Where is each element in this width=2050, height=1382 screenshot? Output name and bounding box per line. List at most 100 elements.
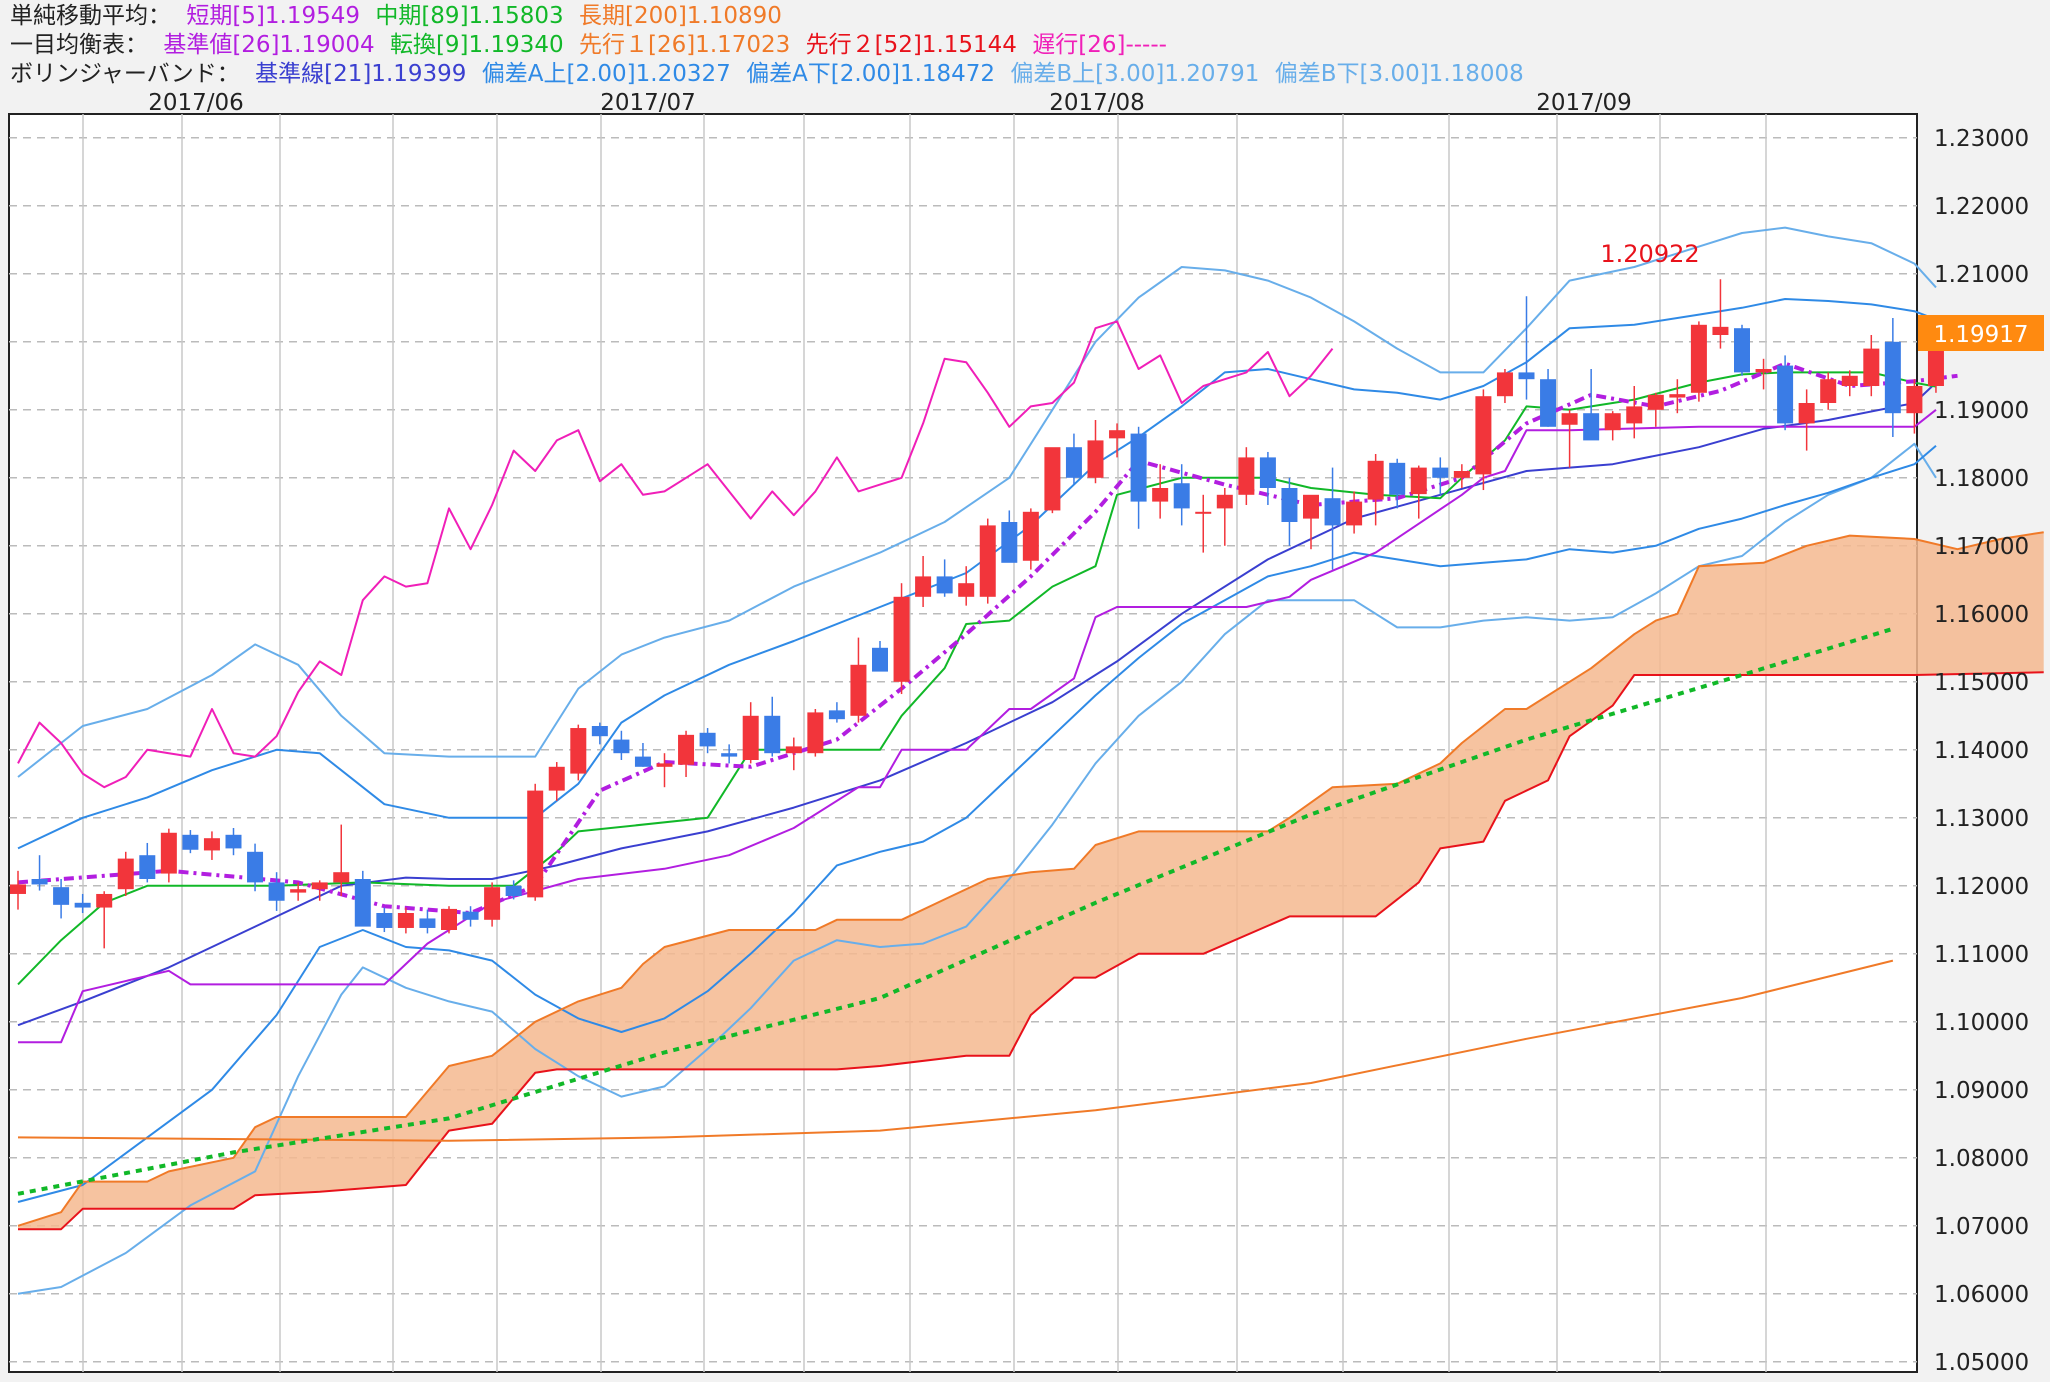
candle [893, 583, 910, 695]
candle [290, 882, 307, 901]
candle [721, 744, 738, 764]
candle [1303, 494, 1319, 550]
high-price-label: 1.20922 [1600, 240, 1699, 268]
candles [10, 279, 1944, 949]
candle-body [31, 879, 48, 885]
candle-body [915, 576, 932, 597]
candle [1841, 370, 1858, 397]
candle-body [1820, 379, 1837, 403]
candle-body [1798, 403, 1815, 424]
x-axis-labels: 2017/06 2017/07 2017/08 2017/09 [148, 90, 1632, 116]
candle [462, 906, 479, 927]
legend-bb-a-down: 偏差A下[2.00]1.18472 [746, 61, 996, 87]
candle [958, 566, 975, 606]
candle [1884, 318, 1901, 437]
candle-body [397, 913, 414, 928]
candle [203, 831, 220, 860]
candle-body [1626, 406, 1643, 424]
candle [96, 891, 113, 949]
candle-body [225, 834, 242, 849]
legend-ichimoku-label: 一目均衡表： [10, 32, 148, 58]
candle [1669, 379, 1686, 414]
y-tick-label: 1.23000 [1934, 126, 2029, 152]
x-tick-label: 2017/09 [1536, 90, 1632, 116]
kijun-line [18, 409, 1937, 1044]
candle-body [872, 647, 888, 672]
candle [1863, 335, 1880, 397]
candle-body [1216, 494, 1233, 509]
candle-body [96, 893, 113, 908]
legend-bb-b-down: 偏差B下[3.00]1.18008 [1274, 61, 1524, 87]
candle [10, 870, 26, 910]
candle [785, 737, 802, 771]
legend-senkou1: 先行１[26]1.17023 [578, 32, 791, 58]
candle [1022, 508, 1039, 570]
y-tick-label: 1.19000 [1934, 398, 2029, 424]
candle [484, 882, 501, 927]
legend-bb-a-up: 偏差A上[2.00]1.20327 [481, 61, 731, 87]
candle-body [376, 913, 393, 928]
candle [1734, 324, 1750, 376]
candle [936, 559, 953, 597]
candle-body [1540, 379, 1557, 427]
legend-bollinger-label: ボリンジャーバンド： [10, 61, 240, 87]
candle [1324, 467, 1341, 570]
y-tick-label: 1.18000 [1934, 466, 2029, 492]
candle [1410, 465, 1427, 519]
candle-body [548, 766, 565, 791]
y-tick-label: 1.09000 [1934, 1078, 2029, 1104]
candle-body [1130, 433, 1147, 502]
candle [1065, 433, 1082, 485]
candle-body [484, 887, 501, 920]
candle [979, 518, 996, 604]
candle-body [1173, 483, 1190, 509]
x-tick-label: 2017/07 [600, 90, 696, 116]
legend-senkou2: 先行２[52]1.15144 [805, 32, 1017, 58]
candle [1001, 510, 1018, 563]
y-tick-label: 1.16000 [1934, 602, 2029, 628]
candle [678, 730, 695, 777]
candle [1195, 494, 1212, 553]
ichimoku-cloud [18, 532, 2044, 1230]
bollinger-b-upper-line [17, 226, 1937, 778]
candle-body [1346, 501, 1363, 526]
y-tick-label: 1.13000 [1934, 806, 2029, 832]
candle-body [160, 832, 177, 874]
candle [1561, 409, 1578, 468]
candle-body [247, 851, 264, 883]
candle [764, 696, 781, 757]
candle-body [1324, 498, 1341, 526]
candle-body [958, 583, 975, 597]
candle-body [1518, 372, 1535, 380]
candle-body [1863, 348, 1880, 386]
candle-body [764, 715, 781, 754]
candle-body [807, 712, 824, 754]
candle-body [1755, 369, 1772, 373]
y-tick-label: 1.12000 [1934, 874, 2029, 900]
candle [1173, 464, 1190, 526]
y-tick-label: 1.22000 [1934, 194, 2029, 220]
candle [268, 872, 285, 911]
candle [1432, 457, 1449, 495]
candle [1238, 447, 1255, 505]
candle-body [268, 882, 285, 901]
candle-body [53, 887, 70, 905]
candle-body [1604, 413, 1621, 431]
legend-kijun: 基準値[26]1.19004 [163, 32, 375, 58]
candle [1583, 369, 1600, 441]
last-price-marker: 1.19917 [1918, 315, 2044, 351]
y-tick-label: 1.17000 [1934, 534, 2029, 560]
candle-body [1281, 488, 1298, 522]
candle [742, 702, 759, 764]
candle [1755, 358, 1772, 390]
candle-body [742, 715, 759, 760]
candle [850, 637, 867, 723]
candle-body [1583, 413, 1600, 441]
candle [1216, 488, 1233, 546]
candle-body [1906, 386, 1923, 414]
candle [139, 842, 156, 883]
chikou-span-line [17, 320, 1334, 789]
candle-body [441, 908, 457, 930]
candle [311, 880, 328, 901]
candle-body [419, 918, 436, 928]
